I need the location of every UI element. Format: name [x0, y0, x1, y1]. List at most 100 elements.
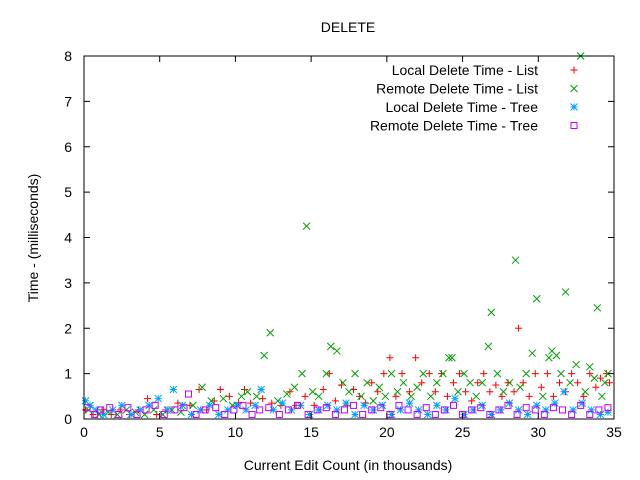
data-point	[294, 401, 302, 409]
x-axis-label: Current Edit Count (in thousands)	[244, 457, 453, 473]
data-point	[337, 381, 345, 389]
legend-marker	[570, 103, 578, 111]
data-point	[515, 324, 523, 332]
data-point	[178, 401, 187, 410]
data-point	[153, 410, 161, 418]
data-point	[256, 406, 264, 414]
data-point	[456, 370, 464, 378]
data-point	[198, 383, 206, 392]
x-tick-label: 15	[303, 424, 319, 440]
data-point	[604, 404, 612, 412]
data-point	[531, 406, 539, 414]
data-point	[516, 383, 524, 392]
data-point	[386, 354, 394, 362]
y-tick-label: 8	[64, 48, 72, 64]
data-point	[499, 387, 508, 396]
data-point	[314, 406, 323, 414]
data-point	[89, 410, 97, 418]
data-point	[233, 401, 241, 410]
data-point	[237, 392, 246, 401]
data-point	[431, 388, 439, 396]
data-point	[590, 374, 599, 383]
y-tick-label: 4	[64, 230, 72, 246]
data-point	[480, 370, 488, 378]
data-point	[542, 406, 550, 414]
x-tick-label: 5	[156, 424, 164, 440]
data-point	[505, 399, 514, 407]
data-point	[601, 378, 609, 387]
data-point	[504, 401, 512, 409]
data-point	[377, 404, 385, 412]
data-point	[522, 369, 531, 378]
data-point	[118, 401, 126, 410]
data-point	[92, 406, 100, 414]
data-point	[581, 387, 590, 396]
x-tick-label: 20	[379, 424, 395, 440]
data-point	[177, 408, 185, 417]
x-tick-label: 10	[228, 424, 244, 440]
data-point	[381, 392, 390, 401]
data-point	[248, 410, 256, 418]
data-point	[269, 406, 278, 414]
data-point	[466, 378, 474, 387]
data-point	[605, 379, 613, 387]
data-point	[380, 370, 388, 378]
data-point	[569, 406, 577, 414]
data-point	[577, 401, 585, 409]
data-point	[331, 397, 339, 405]
data-point	[528, 349, 537, 358]
data-point	[532, 401, 541, 410]
x-tick-label: 35	[606, 424, 622, 440]
data-point	[284, 406, 292, 414]
y-tick-label: 7	[64, 93, 72, 109]
data-point	[184, 390, 192, 398]
data-point	[81, 396, 90, 405]
data-point	[418, 379, 426, 387]
data-point	[596, 374, 604, 382]
data-point	[396, 406, 405, 414]
legend-marker	[570, 84, 578, 93]
legend-label: Local Delete Time - Tree	[385, 99, 538, 115]
data-point	[314, 392, 323, 401]
data-point	[260, 351, 269, 360]
data-point	[351, 410, 359, 419]
data-point	[423, 410, 432, 419]
data-point	[519, 379, 527, 387]
data-point	[477, 404, 485, 412]
data-point	[543, 370, 551, 378]
data-point	[604, 408, 612, 417]
legend-entry: Remote Delete Time - List	[376, 81, 578, 97]
data-point	[414, 406, 423, 414]
data-point	[462, 388, 470, 396]
data-point	[586, 370, 594, 378]
data-point	[331, 410, 339, 418]
chart-title: DELETE	[321, 19, 375, 35]
data-point	[468, 406, 476, 414]
data-point	[496, 406, 505, 414]
data-point	[598, 392, 606, 401]
series-2	[84, 52, 612, 419]
data-point	[578, 399, 587, 407]
data-point	[207, 396, 216, 405]
data-point	[345, 387, 353, 396]
data-point	[369, 406, 378, 414]
data-point	[592, 383, 600, 391]
data-point	[322, 404, 330, 412]
data-point	[405, 399, 414, 407]
data-point	[449, 379, 457, 387]
data-point	[460, 410, 468, 419]
data-point	[275, 410, 283, 418]
data-point	[369, 396, 378, 405]
data-point	[214, 410, 223, 419]
data-point	[413, 410, 421, 418]
data-point	[124, 404, 132, 412]
series-3	[81, 385, 612, 419]
data-point	[540, 410, 548, 418]
data-point	[192, 410, 200, 418]
data-point	[225, 392, 233, 400]
data-point	[127, 410, 135, 419]
data-point	[468, 397, 476, 405]
data-point	[189, 401, 197, 410]
data-point	[171, 406, 179, 414]
